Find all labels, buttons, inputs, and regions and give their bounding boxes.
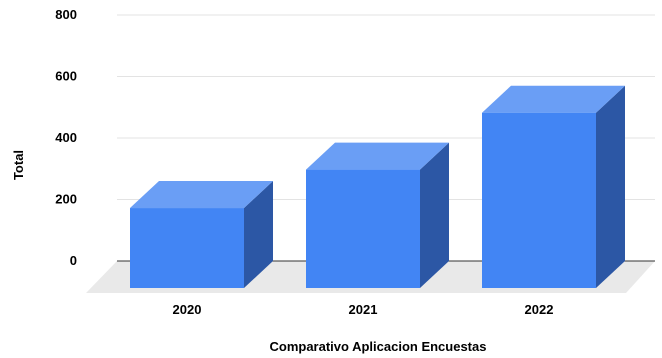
y-tick-label: 600	[55, 69, 77, 84]
bar-front	[306, 169, 420, 288]
bar	[306, 142, 449, 288]
y-axis-ticks: 0 200 400 600 800	[55, 7, 77, 268]
bar-top	[130, 181, 273, 209]
x-tick-label: 2020	[173, 302, 202, 317]
bar-front	[482, 112, 596, 288]
bars	[130, 85, 625, 288]
bar-top	[482, 85, 625, 113]
x-tick-label: 2022	[525, 302, 554, 317]
x-tick-label: 2021	[349, 302, 378, 317]
y-axis-title: Total	[11, 150, 26, 180]
y-tick-label: 0	[70, 253, 77, 268]
y-tick-label: 800	[55, 7, 77, 22]
bar	[482, 85, 625, 288]
x-axis-ticks: 2020 2021 2022	[173, 302, 554, 317]
bar-top	[306, 142, 449, 170]
bar	[130, 181, 273, 288]
bar-side	[596, 85, 625, 288]
bar-side	[420, 142, 449, 288]
y-tick-label: 200	[55, 192, 77, 207]
x-axis-title: Comparativo Aplicacion Encuestas	[270, 339, 487, 354]
bar-front	[130, 208, 244, 288]
y-tick-label: 400	[55, 130, 77, 145]
bar-side	[244, 181, 273, 288]
